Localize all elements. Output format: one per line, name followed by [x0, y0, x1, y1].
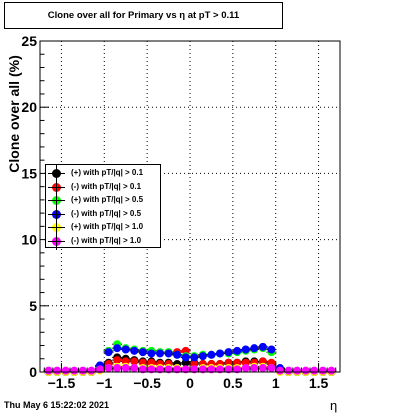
- data-point: [121, 364, 130, 373]
- tick-labels: −1.5 −1 −0.5 0 0.5 1 1.5 0 5 10 15 20 25: [21, 33, 328, 391]
- timestamp: Thu May 6 15:22:02 2021: [4, 400, 110, 410]
- data-point: [250, 344, 259, 353]
- data-point: [258, 342, 267, 351]
- data-point: [241, 364, 250, 373]
- data-point: [293, 366, 302, 375]
- legend-label: (+) with pT/|q| > 0.5: [71, 195, 144, 204]
- data-point: [147, 365, 156, 374]
- data-point: [207, 350, 216, 359]
- x-axis-label: η: [330, 398, 338, 413]
- data-point: [130, 346, 139, 355]
- data-point: [104, 348, 113, 357]
- data-point: [156, 349, 164, 358]
- data-point: [113, 364, 122, 373]
- data-point: [207, 365, 216, 374]
- legend-entry: (+) with pT/|q| > 0.1: [46, 165, 160, 182]
- data-point: [190, 365, 199, 374]
- legend-marker-icon: [48, 219, 65, 236]
- data-point: [61, 366, 70, 375]
- data-point: [173, 365, 182, 374]
- data-point: [113, 344, 122, 353]
- x-tick-label: 0.5: [223, 375, 243, 391]
- legend-label: (-) with pT/|q| > 1.0: [71, 235, 142, 245]
- data-point: [164, 349, 173, 358]
- data-point: [147, 349, 156, 358]
- data-point: [216, 349, 224, 358]
- data-point: [267, 345, 276, 354]
- data-point: [198, 352, 207, 361]
- data-point: [96, 365, 104, 374]
- title-box: Clone over all for Primary vs η at pT > …: [4, 2, 283, 29]
- data-point: [216, 365, 224, 374]
- data-point: [87, 366, 96, 375]
- data-point: [156, 365, 164, 374]
- data-point: [310, 366, 319, 375]
- legend-entry: (+) with pT/|q| > 0.5: [46, 192, 160, 209]
- x-tick-label: 1: [272, 375, 280, 391]
- y-tick-label: 0: [29, 364, 37, 380]
- legend-label: (+) with pT/|q| > 0.1: [71, 168, 144, 177]
- x-tick-label: −1.5: [48, 375, 76, 391]
- y-tick-label: 15: [21, 165, 37, 181]
- data-point: [198, 365, 207, 374]
- y-tick-label: 25: [21, 33, 37, 49]
- data-point: [276, 366, 284, 375]
- data-point: [53, 366, 62, 375]
- legend-marker-icon: [48, 232, 65, 250]
- data-point: [78, 366, 87, 375]
- legend-entry: (-) with pT/|q| > 0.5: [46, 205, 160, 223]
- legend-marker-icon: [48, 178, 65, 196]
- data-point: [327, 366, 336, 375]
- y-tick-label: 5: [29, 298, 37, 314]
- axis-ticks: [40, 40, 337, 373]
- data-point: [164, 365, 173, 374]
- data-point: [284, 366, 293, 375]
- legend: (+) with pT/|q| > 0.1 (-) with pT/|q| > …: [45, 164, 161, 250]
- data-point: [181, 353, 190, 362]
- data-point: [250, 364, 259, 373]
- legend-label: (-) with pT/|q| > 0.1: [71, 181, 142, 191]
- data-point: [224, 348, 233, 357]
- data-point: [70, 366, 79, 375]
- data-point: [138, 348, 147, 357]
- data-point: [190, 353, 199, 362]
- data-point: [224, 365, 233, 374]
- data-point: [233, 346, 242, 355]
- data-point: [258, 364, 267, 373]
- data-points: [43, 340, 337, 376]
- data-point: [181, 365, 190, 374]
- data-point: [130, 357, 139, 366]
- data-point: [267, 364, 276, 373]
- legend-label: (+) with pT/|q| > 1.0: [71, 222, 144, 231]
- data-point: [138, 365, 147, 374]
- data-point: [44, 366, 53, 375]
- data-point: [241, 345, 250, 354]
- chart-title: Clone over all for Primary vs η at pT > …: [47, 10, 240, 21]
- legend-marker-icon: [48, 165, 65, 182]
- data-point: [113, 356, 122, 365]
- data-point: [301, 366, 310, 375]
- data-series: [43, 364, 337, 375]
- data-point: [233, 365, 242, 374]
- data-point: [121, 345, 130, 354]
- x-tick-label: −1: [96, 375, 112, 391]
- x-tick-label: −0.5: [133, 375, 161, 391]
- legend-entry: (-) with pT/|q| > 1.0: [46, 232, 160, 250]
- legend-marker-icon: [48, 192, 65, 209]
- data-point: [104, 364, 113, 373]
- y-tick-label: 20: [21, 99, 37, 115]
- data-point: [318, 366, 327, 375]
- x-tick-label: 1.5: [309, 375, 329, 391]
- x-tick-label: 0: [186, 375, 194, 391]
- y-axis-label: Clone over all (%): [6, 55, 22, 173]
- data-point: [130, 364, 139, 373]
- data-point: [173, 350, 182, 359]
- legend-entry: (-) with pT/|q| > 0.1: [46, 178, 160, 196]
- legend-label: (-) with pT/|q| > 0.5: [71, 208, 142, 218]
- y-tick-label: 10: [21, 232, 37, 248]
- legend-entry: (+) with pT/|q| > 1.0: [46, 219, 160, 236]
- legend-marker-icon: [48, 205, 65, 223]
